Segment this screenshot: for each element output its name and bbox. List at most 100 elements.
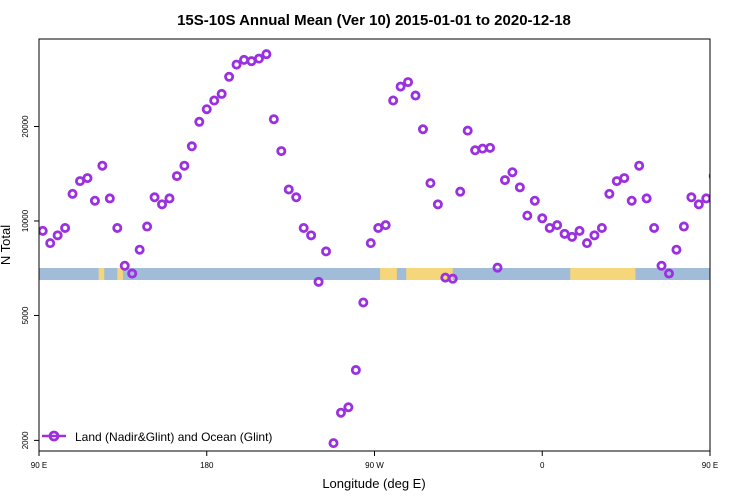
data-point [231,59,242,70]
data-point [82,173,93,184]
chart-title: 15S-10S Annual Mean (Ver 10) 2015-01-01 … [177,12,571,29]
data-point [725,143,732,150]
data-point [686,192,697,203]
y-axis: 2000 5000 10000 20000 [21,115,39,449]
data-point [171,171,182,182]
x-tick-label: 180 [200,461,214,470]
data-point [104,193,115,204]
data-point [60,222,71,233]
data-point [403,77,414,88]
data-point [708,172,710,180]
y-tick-label: 2000 [21,431,30,449]
data-point [604,188,615,199]
x-tick-label: 90 E [702,461,718,470]
land-segment [627,268,636,280]
data-point [649,222,660,233]
legend: Land (Nadir&Glint) and Ocean (Glint) [42,430,272,444]
data-point [164,193,175,204]
data-point [179,160,190,171]
data-point [693,199,704,210]
data-point [321,246,332,257]
data-point [350,365,361,376]
data-point [201,104,212,115]
data-point [552,220,563,231]
data-point [492,262,503,273]
land-segment [98,268,105,280]
x-axis-label: Longitude (deg E) [322,476,425,491]
data-point [89,195,100,206]
data-point [380,220,391,231]
data-point [306,230,317,241]
ocean-band [39,268,710,280]
data-point [410,90,421,101]
land-segment [380,268,397,280]
data-point [499,175,510,186]
data-point [253,53,264,64]
x-tick-label: 90 W [365,461,384,470]
data-point [626,195,637,206]
data-point [328,438,339,449]
data-point [507,167,518,178]
data-point [283,184,294,195]
data-point [447,273,458,284]
data-point [470,145,481,156]
data-point [313,276,324,287]
data-point [291,192,302,203]
data-point [455,186,466,197]
data-point [574,225,585,236]
data-point [596,222,607,233]
data-point [97,160,108,171]
data-point [581,238,592,249]
data-point [514,182,525,193]
data-point [186,141,197,152]
data-point [52,230,63,241]
data-point [529,195,540,206]
data-point [39,225,48,236]
data-point [216,88,227,99]
data-point [718,162,725,169]
data-point [395,81,406,92]
y-axis-label: N Total [0,225,13,265]
data-point [485,142,496,153]
data-point [343,402,354,413]
y-tick-label: 20000 [21,115,30,138]
data-point [462,125,473,136]
data-point [261,49,272,60]
data-point [157,199,168,210]
data-point [671,244,682,255]
legend-label: Land (Nadir&Glint) and Ocean (Glint) [75,430,272,444]
data-point [740,106,747,113]
data-point [112,222,123,233]
data-point [425,178,436,189]
legend-marker [48,430,60,442]
x-axis: 90 E 180 90 W 0 90 E [31,451,718,470]
data-point [45,238,56,249]
data-point [149,192,160,203]
data-point [388,95,399,106]
data-point [365,238,376,249]
data-point [276,146,287,157]
y-tick-label: 5000 [21,306,30,324]
data-point [358,297,369,308]
data-point [119,260,130,271]
data-point [589,230,600,241]
series-points [39,49,747,449]
data-point [701,193,710,204]
data-point [67,188,78,199]
data-point [678,221,689,232]
data-point [641,193,652,204]
y-tick-label: 10000 [21,209,30,232]
data-point [537,213,548,224]
data-point [194,116,205,127]
land-mask-band [39,268,710,280]
data-point [522,210,533,221]
data-point [209,95,220,106]
land-segment [570,268,630,280]
data-point [732,118,739,125]
data-point [432,199,443,210]
data-point [127,268,138,279]
data-point [619,173,630,184]
data-point [239,54,250,65]
data-point [634,160,645,171]
